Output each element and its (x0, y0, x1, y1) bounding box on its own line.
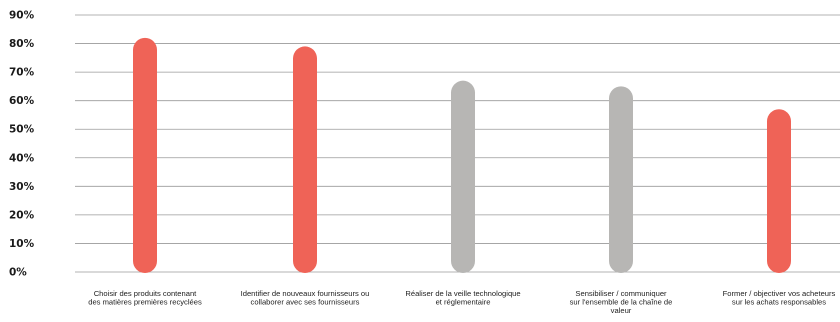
category-label-line: sur les achats responsables (732, 298, 826, 307)
bar-4 (609, 86, 633, 273)
category-label: Sensibiliser / communiquer sur l'ensemble… (570, 289, 673, 315)
y-axis-ticks: 0% 10% 20% 30% 40% 50% 60% 70% 80% 90% (9, 10, 35, 279)
category-label-line: et réglementaire (436, 298, 491, 307)
category-label-line: Réaliser de la veille technologique (405, 289, 520, 298)
bars (133, 37, 791, 274)
category-label: Choisir des produits contenant des matièr… (88, 289, 202, 307)
y-tick-label: 90% (9, 10, 35, 22)
y-tick-label: 60% (9, 95, 35, 107)
category-label-line: des matières premières recyclées (88, 298, 202, 307)
bar-5 (767, 109, 791, 273)
category-label-line: collaborer avec ses fournisseurs (251, 298, 360, 307)
bar-3 (451, 80, 475, 273)
bar-2 (293, 46, 317, 274)
y-tick-label: 50% (9, 124, 35, 136)
y-tick-label: 0% (9, 267, 27, 279)
y-tick-label: 20% (9, 209, 35, 221)
category-label: Former / objectiver vos acheteurs sur les… (723, 289, 836, 307)
category-label-line: Sensibiliser / communiquer (575, 289, 667, 298)
category-label: Réaliser de la veille technologique et ré… (405, 289, 520, 307)
y-tick-label: 10% (9, 238, 35, 250)
category-label-line: Former / objectiver vos acheteurs (723, 289, 836, 298)
y-tick-label: 70% (9, 67, 35, 79)
bar-1 (133, 37, 157, 273)
category-label-line: Choisir des produits contenant (94, 289, 197, 298)
x-axis-labels: Choisir des produits contenant des matièr… (88, 289, 835, 315)
y-tick-label: 40% (9, 152, 35, 164)
category-label-line: sur l'ensemble de la chaîne de (570, 298, 673, 307)
category-label: Identifier de nouveaux fournisseurs ou co… (241, 289, 370, 307)
category-label-line: Identifier de nouveaux fournisseurs ou (241, 289, 370, 298)
category-label-line: valeur (611, 306, 632, 315)
y-tick-label: 80% (9, 38, 35, 50)
y-tick-label: 30% (9, 181, 35, 193)
